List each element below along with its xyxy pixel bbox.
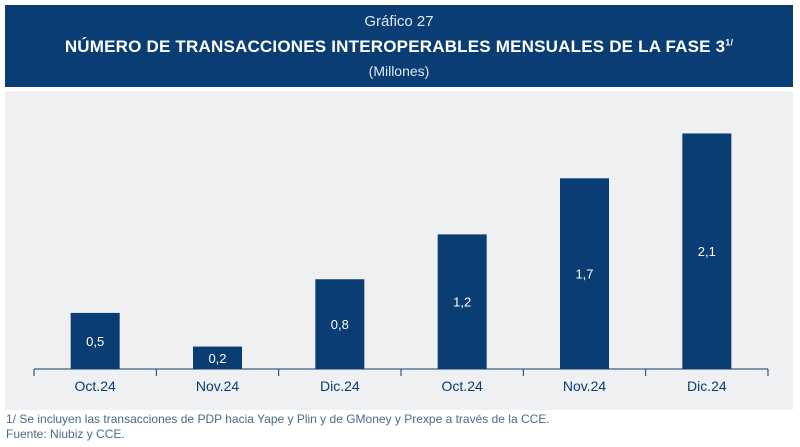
chart-header: Gráfico 27 NÚMERO DE TRANSACCIONES INTER…: [5, 5, 793, 87]
bar-chart: 0,5 Oct.24 0,2 Nov.24 0,8 Dic.24 1,2 Oct.24 1,7 N…: [33, 133, 769, 394]
data-label: 0,8: [331, 317, 349, 332]
chart-title: NÚMERO DE TRANSACCIONES INTEROPERABLES M…: [5, 37, 793, 57]
bar: [560, 178, 609, 369]
data-label: 2,1: [698, 244, 716, 259]
chart-title-text: NÚMERO DE TRANSACCIONES INTEROPERABLES M…: [64, 37, 726, 56]
x-tick-label: Dic.24: [687, 378, 727, 394]
data-label: 0,2: [208, 351, 226, 366]
bar: [315, 279, 365, 369]
bar: [682, 133, 732, 369]
data-label: 0,5: [86, 334, 104, 349]
x-tick-label: Oct.24: [442, 378, 483, 394]
source-text: Fuente: Niubiz y CCE.: [6, 427, 125, 441]
bar: [70, 312, 120, 369]
chart-number: Gráfico 27: [364, 13, 434, 30]
data-label: 1,7: [575, 267, 593, 282]
chart-subtitle: (Millones): [368, 63, 430, 79]
x-tick-label: Oct.24: [75, 378, 116, 394]
x-tick-label: Nov.24: [196, 378, 240, 394]
x-tick-label: Nov.24: [563, 378, 607, 394]
footnote-text: 1/ Se incluyen las transacciones de PDP …: [6, 412, 550, 426]
bar: [437, 234, 487, 369]
footnotes: 1/ Se incluyen las transacciones de PDP …: [6, 412, 550, 442]
bar: [193, 346, 242, 369]
title-footnote-mark: 1/: [725, 37, 734, 48]
data-label: 1,2: [453, 295, 471, 310]
x-tick-label: Dic.24: [320, 378, 360, 394]
chart-panel: 0,5 Oct.24 0,2 Nov.24 0,8 Dic.24 1,2 Oct.24 1,7 N…: [5, 91, 793, 410]
